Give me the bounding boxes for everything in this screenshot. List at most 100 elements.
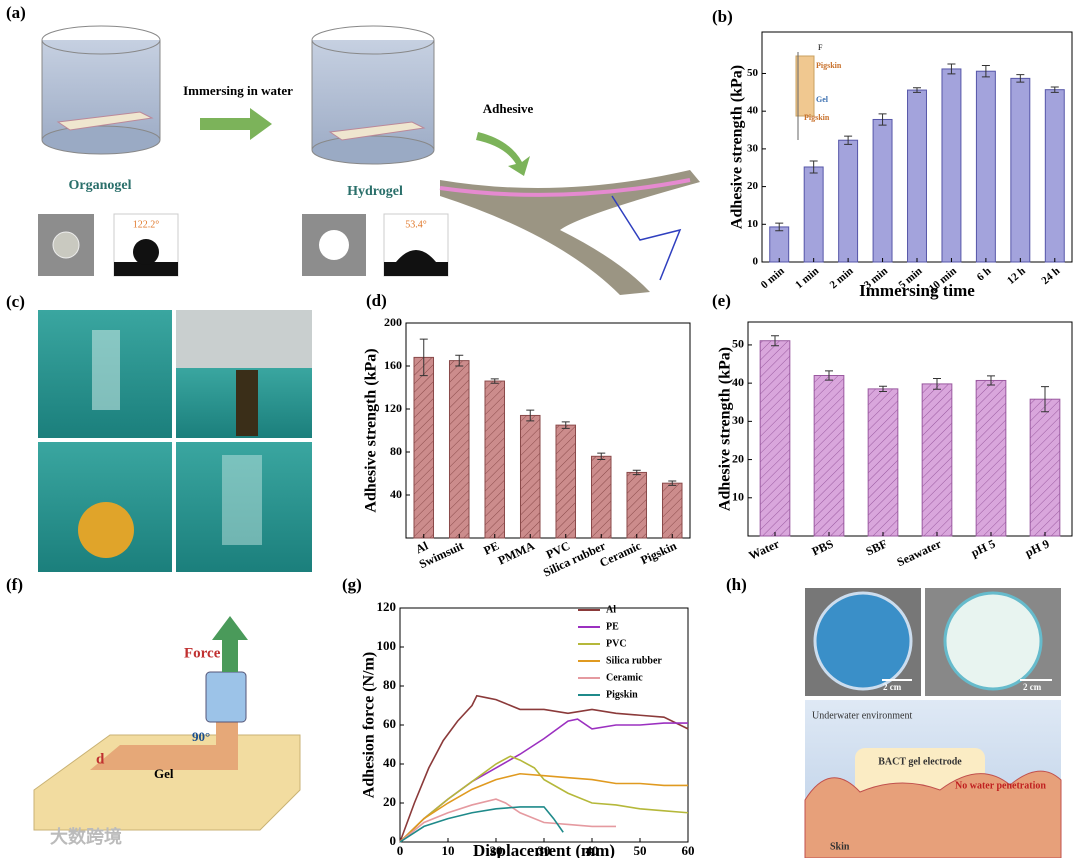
data-line	[399, 798, 616, 843]
panel-label: (g)	[342, 575, 362, 594]
panel-h: 2 cm 2 cm Underwater environment BACT ge…	[804, 588, 1062, 858]
x-tick-label: 20	[490, 843, 503, 858]
gel-label: Gel	[154, 766, 174, 781]
x-tick-label: 6 h	[975, 265, 994, 283]
y-tick-label: 30	[747, 142, 759, 154]
error-bar	[844, 135, 853, 145]
bar	[413, 356, 435, 539]
y-tick-label: 0	[753, 256, 759, 268]
panel-label: (f)	[6, 575, 23, 594]
y-tick-label: 0	[390, 833, 397, 848]
data-line	[399, 755, 689, 843]
x-tick-label: Pigskin	[638, 538, 679, 567]
y-tick-label: 160	[384, 358, 402, 372]
x-tick-label: Ceramic	[597, 538, 643, 570]
bar	[484, 380, 506, 539]
bar	[921, 383, 953, 537]
inset-label: Gel	[816, 95, 829, 104]
bar	[769, 226, 790, 263]
error-bar	[913, 87, 921, 93]
y-tick-label: 50	[732, 337, 744, 351]
y-tick-label: 40	[390, 487, 402, 501]
process-label: Immersing in water	[183, 83, 293, 98]
inset: F Pigskin Gel Pigskin	[795, 43, 842, 140]
x-tick-label: 2 min	[828, 265, 856, 291]
x-tick-label: 0	[397, 843, 404, 858]
bar	[813, 375, 845, 537]
error-bar	[455, 354, 464, 367]
bar	[867, 388, 899, 537]
distance-label: d	[96, 751, 105, 767]
error-bar	[775, 222, 784, 232]
y-tick-label: 50	[747, 67, 759, 79]
electrode-label: BACT gel electrode	[878, 756, 962, 767]
bar	[907, 89, 927, 263]
y-tick-label: 200	[384, 315, 402, 329]
bar	[519, 414, 541, 539]
y-tick-label: 120	[384, 401, 402, 415]
x-tick-label: SBF	[864, 537, 890, 559]
bar	[590, 455, 612, 539]
organogel-label: Organogel	[69, 178, 132, 193]
contact-angle: 122.2°	[133, 219, 160, 230]
panel-label: (c)	[6, 292, 25, 311]
y-tick-label: 40	[383, 755, 396, 770]
hydrogel-label: Hydrogel	[347, 184, 403, 199]
error-bar	[771, 335, 779, 347]
x-tick-label: pH 9	[1023, 537, 1052, 560]
error-bar	[526, 409, 535, 422]
inset-label: Pigskin	[816, 61, 842, 70]
watermark: 大数跨境	[50, 826, 122, 848]
data-line	[399, 694, 689, 843]
x-tick-label: 12 h	[1005, 265, 1028, 287]
y-tick-label: 10	[747, 218, 759, 230]
x-tick-label: PE	[481, 539, 501, 558]
bar	[1010, 77, 1031, 263]
x-tick-label: 40	[586, 843, 599, 858]
bar	[661, 482, 683, 539]
y-tick-label: 120	[377, 599, 397, 614]
plot-frame	[747, 321, 1073, 537]
y-tick-label: 80	[383, 677, 396, 692]
error-bar	[879, 385, 887, 393]
error-bar	[632, 469, 641, 476]
legend-label: Ceramic	[606, 672, 643, 683]
error-bar	[1041, 386, 1049, 413]
y-axis-label: Adhesive strength (kPa)	[729, 65, 746, 229]
panel-label: (a)	[6, 3, 26, 22]
x-tick-label: 24 h	[1039, 265, 1062, 287]
error-bar	[561, 421, 570, 429]
scale-label: 2 cm	[883, 682, 902, 692]
x-tick-label: Seawater	[895, 536, 944, 569]
scale-label: 2 cm	[1023, 682, 1042, 692]
y-axis-label: Adhesion force (N/m)	[361, 652, 378, 798]
panel-label: (h)	[726, 575, 747, 594]
y-tick-label: 20	[383, 794, 396, 809]
x-tick-label: 0 min	[759, 265, 787, 291]
data-line	[399, 718, 688, 843]
legend-label: Pigskin	[606, 689, 638, 700]
panel-label: (b)	[712, 7, 733, 26]
x-axis-label: Displacement (mm)	[473, 841, 615, 858]
bar	[555, 424, 577, 539]
x-tick-label: Water	[747, 536, 783, 562]
error-bar	[668, 480, 677, 486]
bar	[975, 379, 1007, 537]
x-tick-label: PMMA	[496, 538, 537, 567]
error-bar	[597, 452, 606, 461]
y-tick-label: 20	[747, 180, 759, 192]
environment-label: Underwater environment	[812, 710, 912, 721]
note-label: No water penetration	[955, 780, 1046, 791]
y-tick-label: 100	[377, 638, 397, 653]
error-bar	[809, 160, 818, 174]
legend-label: Al	[606, 604, 616, 615]
x-axis-label: Immersing time	[859, 281, 975, 300]
angle-label: 90°	[192, 729, 210, 744]
inset-label: Pigskin	[804, 113, 830, 122]
bar	[1044, 89, 1065, 263]
error-bar	[987, 375, 995, 386]
error-bar	[825, 370, 833, 381]
x-tick-label: 50	[634, 843, 647, 858]
inset-label: F	[818, 43, 823, 52]
